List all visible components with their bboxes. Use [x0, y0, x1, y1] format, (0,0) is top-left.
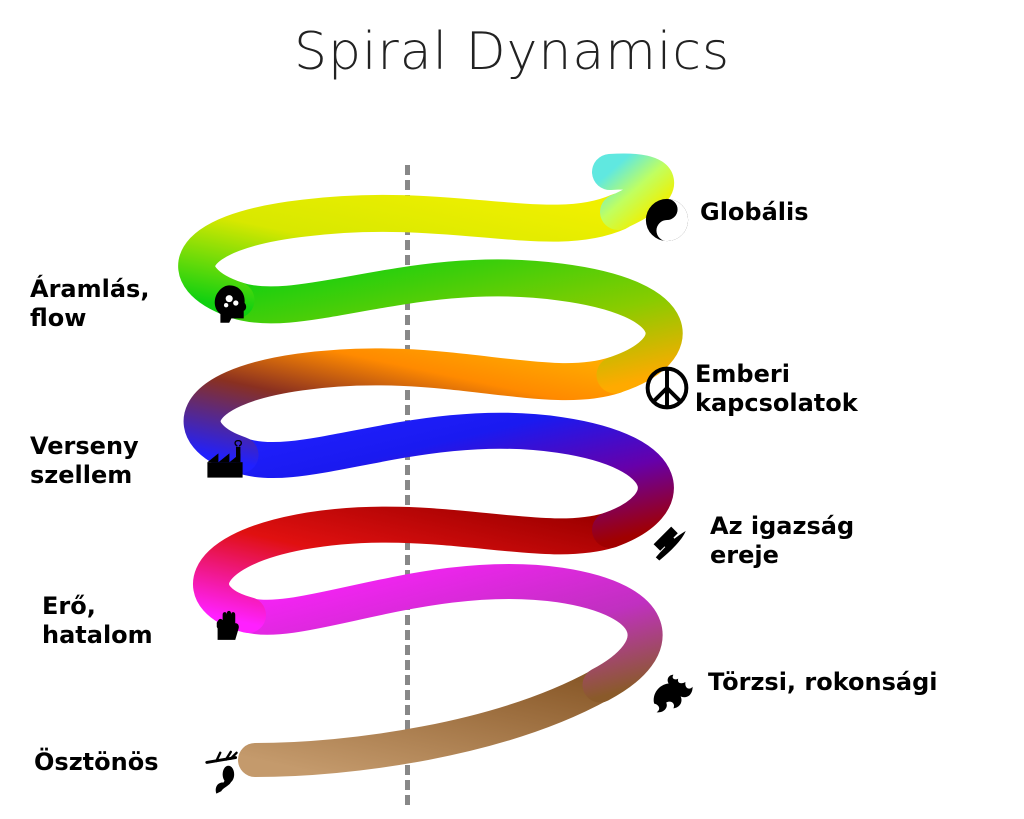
- head-gears-icon: [205, 280, 249, 326]
- diagram-stage: Spiral Dynamics: [0, 0, 1024, 819]
- label-osztonos: Ösztönös: [34, 748, 158, 777]
- factory-icon: [200, 438, 250, 482]
- label-emberi: Emberi kapcsolatok: [695, 360, 858, 418]
- label-verseny: Verseny szellem: [30, 432, 139, 490]
- yinyang-icon: [645, 198, 689, 242]
- branch-icon: [200, 748, 252, 796]
- label-aramlas: Áramlás, flow: [30, 275, 149, 333]
- peace-icon: [645, 366, 689, 410]
- label-igazsag: Az igazság ereje: [710, 512, 854, 570]
- hammer-icon: [645, 520, 693, 564]
- dragon-icon: [645, 670, 697, 718]
- label-globalis: Globális: [700, 198, 809, 227]
- label-ero: Erő, hatalom: [42, 592, 153, 650]
- fist-icon: [205, 598, 247, 644]
- label-torzsi: Törzsi, rokonsági: [708, 668, 938, 697]
